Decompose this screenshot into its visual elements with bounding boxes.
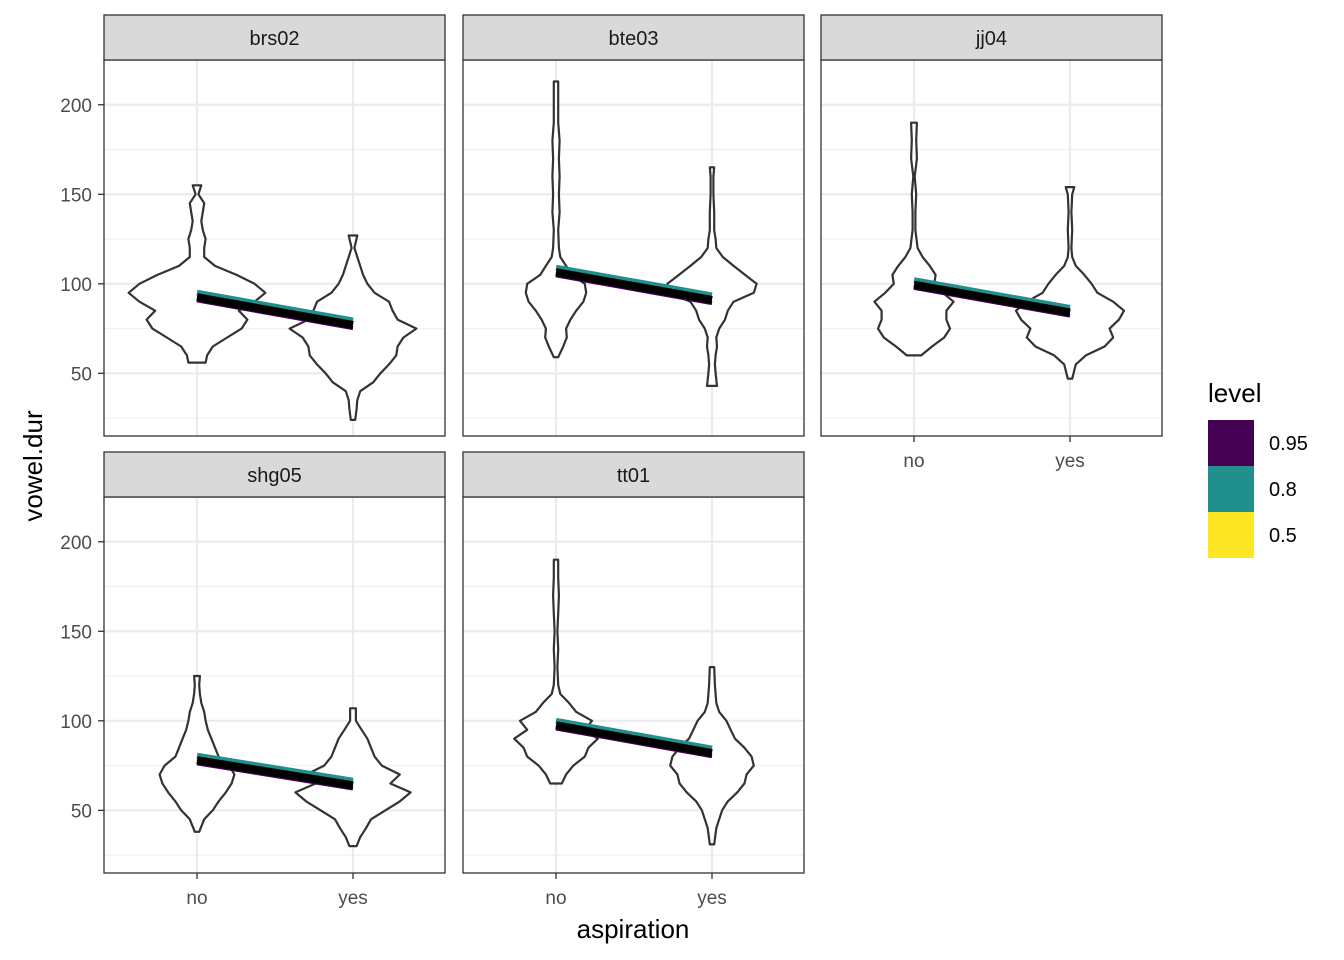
x-tick-label-no: no xyxy=(186,888,207,909)
y-tick-label: 200 xyxy=(60,96,92,117)
y-axis-title: vowel.dur xyxy=(18,410,48,522)
panel-background xyxy=(463,60,804,436)
strip-background xyxy=(462,451,805,498)
panel-background xyxy=(821,60,1162,436)
legend-key-0.5 xyxy=(1208,512,1254,558)
x-axis-title: aspiration xyxy=(577,914,690,944)
y-tick-label: 150 xyxy=(60,622,92,643)
violin-bte03-yes xyxy=(666,166,758,387)
x-tick-label-yes: yes xyxy=(697,888,727,909)
violin-jj04-yes xyxy=(1014,186,1126,380)
y-tick-label: 100 xyxy=(60,712,92,733)
strip-label-jj04: jj04 xyxy=(975,28,1007,50)
legend-label-0.95: 0.95 xyxy=(1269,433,1308,455)
panel-background xyxy=(104,60,445,436)
strip-background xyxy=(462,14,805,61)
strip-label-bte03: bte03 xyxy=(608,28,658,50)
fit-band-0.8 xyxy=(913,277,1071,311)
panel-background xyxy=(104,497,445,873)
y-tick-label: 150 xyxy=(60,185,92,206)
x-tick-label-yes: yes xyxy=(338,888,368,909)
panel-background xyxy=(463,497,804,873)
fit-line-jj04 xyxy=(913,280,1071,317)
panel-bte03: bte03 xyxy=(462,14,805,437)
strip-label-brs02: brs02 xyxy=(249,28,299,50)
strip-background xyxy=(820,14,1163,61)
strip-background xyxy=(103,451,446,498)
y-tick-label: 100 xyxy=(60,275,92,296)
legend-title: level xyxy=(1208,378,1261,408)
strip-label-tt01: tt01 xyxy=(617,465,650,487)
x-tick-label-no: no xyxy=(545,888,566,909)
x-tick-label-yes: yes xyxy=(1055,451,1085,472)
violin-jj04-no xyxy=(873,121,955,357)
y-tick-label: 50 xyxy=(71,364,92,385)
fit-band-0.8 xyxy=(555,264,713,299)
fit-band-0.8 xyxy=(196,752,354,784)
legend-label-0.5: 0.5 xyxy=(1269,525,1297,547)
panel-shg05: shg05 50 100 150 200 no yes xyxy=(60,451,446,909)
fit-line-shg05 xyxy=(196,756,354,790)
strip-background xyxy=(103,14,446,61)
y-tick-label: 50 xyxy=(71,801,92,822)
fit-band-0.8 xyxy=(555,717,713,752)
panel-jj04: jj04 no yes xyxy=(820,14,1163,472)
fit-band-0.8 xyxy=(196,289,354,324)
legend: 0.95 0.8 0.5 xyxy=(1208,420,1308,558)
legend-key-0.95 xyxy=(1208,420,1254,466)
x-tick-label-no: no xyxy=(903,451,924,472)
fit-line-tt01 xyxy=(555,721,713,757)
y-tick-label: 200 xyxy=(60,533,92,554)
panel-brs02: brs02 50 100 150 200 xyxy=(60,14,446,437)
legend-key-0.8 xyxy=(1208,466,1254,512)
violin-bte03-no xyxy=(524,80,588,359)
strip-label-shg05: shg05 xyxy=(247,465,302,487)
fit-line-bte03 xyxy=(555,268,713,304)
violin-shg05-yes xyxy=(294,707,412,848)
panel-tt01: tt01 no yes xyxy=(462,451,805,909)
fit-line-brs02 xyxy=(196,293,354,329)
violin-shg05-no xyxy=(158,674,236,833)
legend-label-0.8: 0.8 xyxy=(1269,479,1297,501)
